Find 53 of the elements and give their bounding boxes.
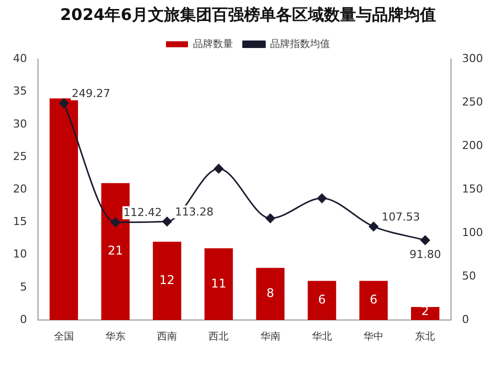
y-tick-label: 25 (12, 150, 27, 163)
point (214, 164, 224, 174)
y-tick-label: 0 (20, 312, 27, 326)
point (266, 214, 276, 224)
y2-tick-label: 100 (462, 226, 484, 239)
bar (152, 242, 182, 320)
data-label: 107.53 (382, 210, 420, 224)
data-label: 8 (266, 286, 274, 300)
data-label: 249.27 (72, 87, 110, 100)
point (420, 235, 430, 245)
data-label: 6 (370, 292, 378, 307)
y2-tick-label: 300 (462, 52, 484, 66)
bar (256, 268, 285, 320)
data-label: 12 (159, 273, 175, 288)
point (162, 216, 172, 226)
y2-tick-label: 0 (462, 312, 470, 326)
data-label: 113.28 (175, 205, 214, 218)
data-label: 91.80 (409, 248, 441, 262)
y-tick-label: 20 (12, 182, 27, 196)
x-tick-label: 华南 (260, 330, 280, 343)
y-tick-label: 30 (12, 117, 27, 130)
y-tick-label: 15 (12, 215, 27, 228)
point (59, 98, 69, 108)
y2-tick-label: 150 (462, 182, 484, 196)
y-tick-label: 35 (12, 84, 27, 98)
data-label: 6 (318, 292, 326, 307)
point (110, 218, 120, 228)
bar (204, 248, 233, 320)
x-tick-label: 东北 (415, 330, 436, 343)
point (317, 194, 327, 204)
point (368, 222, 378, 232)
data-label: 11 (211, 276, 226, 290)
y2-tick-label: 250 (462, 96, 484, 109)
y2-tick-label: 50 (462, 269, 476, 282)
legend-label: 品牌指数均值 (270, 38, 330, 50)
x-tick-label: 华北 (312, 330, 332, 343)
x-tick-label: 西北 (208, 330, 229, 343)
y-tick-label: 10 (12, 248, 27, 261)
data-label: 21 (108, 244, 124, 258)
y2-tick-label: 200 (462, 138, 484, 152)
y-tick-label: 5 (20, 280, 27, 294)
bar (359, 280, 388, 320)
legend-label: 品牌数量 (193, 38, 233, 50)
bar (308, 280, 336, 320)
x-tick-label: 全国 (54, 330, 74, 343)
data-label: 112.42 (123, 206, 162, 220)
y-tick-label: 40 (12, 52, 27, 66)
x-tick-label: 华中 (364, 330, 384, 343)
bar (50, 98, 78, 320)
chart-title: 2024年6月文旅集团百强榜单各区域数量与品牌均值 (60, 4, 436, 24)
bar (410, 306, 440, 320)
x-tick-label: 华东 (105, 330, 126, 343)
x-tick-label: 西南 (157, 330, 178, 343)
